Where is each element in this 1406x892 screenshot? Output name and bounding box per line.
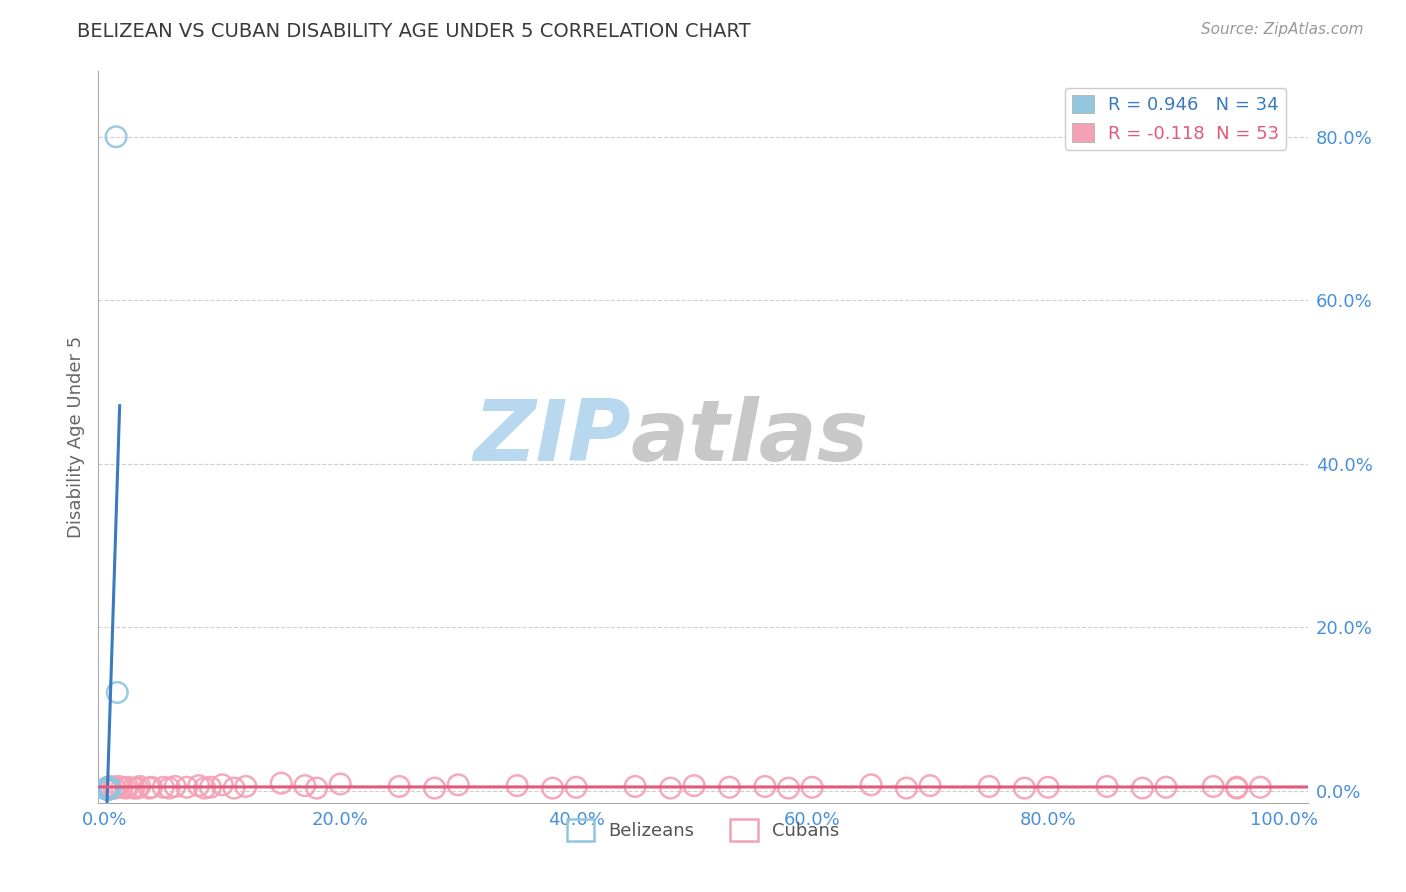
Point	[96, 781, 118, 796]
Point	[235, 780, 257, 794]
Point	[98, 781, 121, 796]
Point	[96, 781, 118, 796]
Point	[98, 780, 121, 794]
Point	[187, 779, 209, 793]
Point	[117, 780, 139, 795]
Point	[896, 781, 918, 796]
Point	[138, 781, 160, 796]
Point	[96, 781, 118, 796]
Point	[541, 781, 564, 796]
Point	[329, 777, 352, 791]
Point	[127, 781, 149, 796]
Point	[96, 781, 118, 796]
Point	[111, 780, 134, 795]
Point	[683, 779, 706, 793]
Point	[105, 129, 128, 144]
Point	[105, 685, 128, 699]
Point	[565, 780, 588, 795]
Point	[128, 780, 150, 794]
Text: BELIZEAN VS CUBAN DISABILITY AGE UNDER 5 CORRELATION CHART: BELIZEAN VS CUBAN DISABILITY AGE UNDER 5…	[77, 22, 751, 41]
Point	[97, 781, 120, 796]
Point	[97, 781, 120, 796]
Point	[98, 781, 121, 796]
Point	[1014, 781, 1036, 796]
Point	[211, 778, 233, 792]
Point	[152, 780, 174, 795]
Point	[222, 781, 245, 796]
Point	[1095, 780, 1118, 794]
Text: ZIP: ZIP	[472, 395, 630, 479]
Point	[1202, 780, 1225, 794]
Point	[165, 780, 187, 794]
Point	[659, 781, 682, 796]
Point	[96, 781, 118, 796]
Point	[194, 781, 217, 796]
Point	[200, 780, 222, 795]
Point	[96, 781, 118, 796]
Point	[801, 780, 824, 795]
Point	[97, 781, 120, 796]
Point	[97, 781, 120, 796]
Point	[96, 781, 118, 796]
Point	[305, 781, 328, 796]
Point	[98, 781, 121, 796]
Point	[97, 781, 120, 796]
Point	[98, 781, 121, 796]
Point	[860, 778, 883, 792]
Point	[176, 780, 198, 795]
Point	[114, 781, 136, 796]
Point	[104, 781, 127, 796]
Point	[423, 781, 446, 796]
Point	[98, 781, 121, 796]
Point	[1132, 781, 1154, 796]
Point	[447, 778, 470, 792]
Point	[1226, 781, 1249, 796]
Point	[141, 780, 163, 795]
Point	[718, 780, 741, 795]
Point	[1249, 780, 1271, 795]
Point	[96, 781, 118, 796]
Point	[98, 781, 121, 796]
Point	[624, 780, 647, 794]
Point	[506, 779, 529, 793]
Point	[97, 781, 120, 796]
Point	[977, 780, 1000, 794]
Point	[97, 781, 120, 796]
Text: atlas: atlas	[630, 395, 869, 479]
Point	[778, 781, 800, 796]
Point	[97, 781, 120, 796]
Point	[294, 779, 316, 793]
Point	[96, 781, 118, 796]
Point	[1226, 780, 1249, 795]
Y-axis label: Disability Age Under 5: Disability Age Under 5	[66, 336, 84, 538]
Point	[97, 781, 120, 796]
Point	[97, 780, 120, 795]
Point	[98, 781, 121, 796]
Point	[754, 780, 776, 794]
Point	[96, 781, 118, 796]
Point	[96, 781, 118, 796]
Point	[96, 781, 118, 796]
Point	[157, 781, 180, 796]
Point	[96, 781, 118, 796]
Point	[388, 780, 411, 794]
Point	[98, 780, 121, 795]
Point	[270, 776, 292, 790]
Point	[96, 781, 118, 796]
Point	[107, 780, 129, 794]
Point	[96, 781, 118, 796]
Text: Source: ZipAtlas.com: Source: ZipAtlas.com	[1201, 22, 1364, 37]
Point	[920, 779, 942, 793]
Point	[1154, 780, 1177, 795]
Point	[1036, 780, 1059, 795]
Point	[103, 780, 125, 795]
Point	[122, 781, 145, 796]
Legend: Belizeans, Cubans: Belizeans, Cubans	[560, 812, 846, 848]
